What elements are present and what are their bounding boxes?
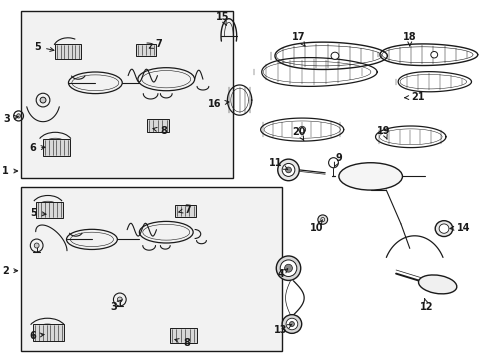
Ellipse shape xyxy=(276,256,300,280)
Text: 15: 15 xyxy=(215,12,229,25)
Text: 19: 19 xyxy=(376,126,390,139)
Ellipse shape xyxy=(338,163,402,190)
Bar xyxy=(43,139,70,156)
Text: 14: 14 xyxy=(449,222,470,233)
Text: 7: 7 xyxy=(179,204,191,215)
Bar xyxy=(33,324,63,341)
Text: 11: 11 xyxy=(268,158,287,170)
Text: 16: 16 xyxy=(207,99,228,109)
Ellipse shape xyxy=(434,221,452,237)
Text: 7: 7 xyxy=(149,39,162,49)
Text: 6: 6 xyxy=(29,331,44,341)
Text: 9: 9 xyxy=(334,153,341,167)
Ellipse shape xyxy=(280,260,296,276)
Ellipse shape xyxy=(285,318,297,330)
Ellipse shape xyxy=(34,243,39,248)
Ellipse shape xyxy=(40,97,46,103)
Ellipse shape xyxy=(289,321,294,327)
Text: 4: 4 xyxy=(277,269,287,279)
Ellipse shape xyxy=(438,224,448,233)
Ellipse shape xyxy=(418,275,456,294)
Ellipse shape xyxy=(117,297,122,302)
Ellipse shape xyxy=(17,114,20,118)
Text: 1: 1 xyxy=(2,166,18,176)
Ellipse shape xyxy=(277,159,299,181)
Text: 5: 5 xyxy=(34,42,54,52)
Text: 12: 12 xyxy=(419,299,433,312)
Ellipse shape xyxy=(298,126,305,133)
Ellipse shape xyxy=(282,163,294,176)
Bar xyxy=(20,187,282,351)
Text: 3: 3 xyxy=(110,300,122,312)
Bar xyxy=(175,205,195,217)
Ellipse shape xyxy=(282,315,301,333)
Ellipse shape xyxy=(330,52,338,59)
Text: 21: 21 xyxy=(404,92,424,102)
Text: 8: 8 xyxy=(175,338,189,348)
Text: 5: 5 xyxy=(30,208,46,218)
Ellipse shape xyxy=(317,215,327,224)
Text: 6: 6 xyxy=(29,143,45,153)
Text: 10: 10 xyxy=(309,220,323,233)
Bar xyxy=(36,202,62,218)
Ellipse shape xyxy=(430,51,437,58)
Text: 13: 13 xyxy=(273,324,291,336)
Bar xyxy=(55,44,81,59)
Text: 18: 18 xyxy=(402,32,416,46)
Text: 3: 3 xyxy=(3,114,18,124)
Ellipse shape xyxy=(284,264,292,272)
Text: 20: 20 xyxy=(292,127,305,140)
Bar xyxy=(20,11,233,178)
Bar xyxy=(136,44,156,56)
Bar xyxy=(146,119,168,132)
Text: 17: 17 xyxy=(291,32,305,46)
Text: 2: 2 xyxy=(2,266,18,276)
Bar xyxy=(169,328,196,343)
Ellipse shape xyxy=(285,167,291,173)
Text: 8: 8 xyxy=(153,126,166,136)
